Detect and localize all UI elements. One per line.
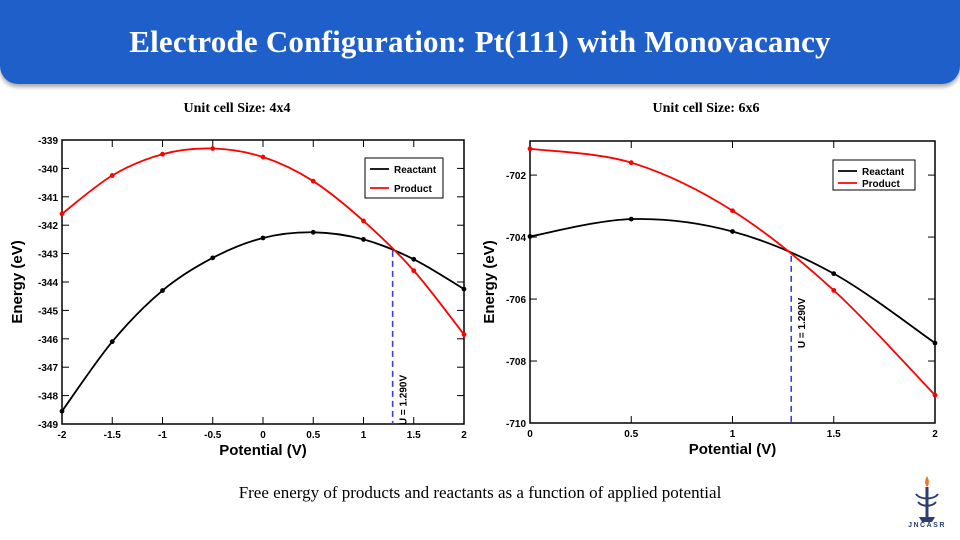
energy-chart-4x4: -2 -1.5 -1 -0.5 0 0.5 1 1.5 2 -349 -348 -347 -346 -34… bbox=[9, 136, 467, 459]
y-tick-label: -345 bbox=[38, 306, 58, 317]
reactant-point bbox=[160, 288, 165, 293]
x-tick-label: -1 bbox=[158, 430, 167, 441]
y-tick-label: -340 bbox=[38, 164, 58, 175]
y-axis-label: Energy (eV) bbox=[481, 240, 498, 323]
product-point bbox=[109, 173, 115, 178]
chart-title-4x4: Unit cell Size: 4x4 bbox=[183, 101, 291, 116]
reactant-point bbox=[527, 234, 533, 239]
y-tick-label: -344 bbox=[38, 278, 58, 289]
product-point bbox=[527, 146, 533, 152]
product-point bbox=[210, 146, 216, 151]
reactant-point bbox=[628, 216, 634, 222]
title-banner: Electrode Configuration: Pt(111) with Mo… bbox=[0, 0, 960, 84]
x-tick-label: 1 bbox=[361, 430, 367, 441]
x-tick-label: 0 bbox=[527, 429, 533, 440]
x-tick-label: 1 bbox=[730, 429, 736, 440]
product-point bbox=[831, 287, 837, 293]
y-tick-label: -710 bbox=[506, 419, 526, 430]
reactant-point bbox=[932, 340, 938, 346]
legend-label-product: Product bbox=[862, 179, 900, 190]
reactant-point bbox=[361, 237, 366, 242]
slide-caption: Free energy of products and reactants as… bbox=[238, 483, 722, 502]
product-point bbox=[310, 178, 316, 184]
reactant-point bbox=[109, 339, 115, 345]
y-tick-label: -339 bbox=[38, 136, 58, 147]
y-tick-label: -706 bbox=[506, 295, 526, 306]
reactant-point bbox=[310, 229, 316, 235]
x-tick-label: -0.5 bbox=[204, 430, 222, 441]
y-tick-label: -704 bbox=[506, 233, 526, 244]
x-tick-label: 1.5 bbox=[407, 430, 421, 441]
legend-box bbox=[832, 159, 916, 191]
y-tick-label: -347 bbox=[38, 363, 58, 374]
x-tick-label: 0 bbox=[260, 430, 266, 441]
product-point bbox=[461, 332, 467, 337]
x-tick-label: 0.5 bbox=[306, 430, 320, 441]
y-tick-label: -708 bbox=[506, 357, 526, 368]
legend-box bbox=[364, 157, 444, 199]
slide-title: Electrode Configuration: Pt(111) with Mo… bbox=[129, 24, 831, 59]
y-axis-label: Energy (eV) bbox=[9, 240, 26, 323]
product-point bbox=[260, 154, 266, 160]
y-tick-label: -348 bbox=[38, 392, 58, 403]
x-tick-label: 1.5 bbox=[827, 429, 841, 440]
product-point bbox=[932, 392, 938, 398]
y-tick-label: -349 bbox=[38, 420, 58, 431]
potential-marker-label: U = 1.290V bbox=[797, 298, 808, 349]
x-tick-label: -2 bbox=[58, 430, 67, 441]
product-point bbox=[411, 268, 417, 274]
x-axis-label: Potential (V) bbox=[689, 441, 777, 458]
legend-label-product: Product bbox=[394, 184, 432, 195]
reactant-point bbox=[210, 255, 216, 261]
x-tick-label: 2 bbox=[461, 430, 467, 441]
reactant-point bbox=[831, 271, 837, 277]
reactant-point bbox=[461, 286, 467, 292]
x-tick-label: -1.5 bbox=[104, 430, 122, 441]
energy-chart-6x6: 0 0.5 1 1.5 2 -710 -708 -706 -704 -702 Potential (… bbox=[481, 140, 938, 458]
reactant-point bbox=[260, 235, 266, 241]
y-tick-label: -346 bbox=[38, 335, 58, 346]
jncasr-logo-icon bbox=[915, 476, 939, 522]
logo-text: JNCASR bbox=[908, 522, 946, 529]
legend-label-reactant: Reactant bbox=[394, 165, 437, 176]
reactant-point bbox=[59, 408, 65, 414]
x-tick-label: 0.5 bbox=[624, 429, 638, 440]
y-tick-label: -702 bbox=[506, 171, 526, 182]
product-line bbox=[61, 147, 465, 336]
reactant-point bbox=[730, 229, 735, 234]
y-tick-label: -343 bbox=[38, 250, 58, 261]
product-point bbox=[628, 160, 634, 166]
y-tick-label: -341 bbox=[38, 193, 58, 204]
x-axis-label: Potential (V) bbox=[219, 442, 307, 459]
product-point bbox=[730, 208, 735, 214]
chart-title-6x6: Unit cell Size: 6x6 bbox=[652, 101, 760, 116]
x-tick-label: 2 bbox=[932, 429, 938, 440]
product-point bbox=[59, 211, 65, 217]
product-line bbox=[529, 147, 936, 396]
product-point bbox=[361, 218, 366, 224]
product-point bbox=[160, 151, 165, 157]
legend-label-reactant: Reactant bbox=[862, 167, 905, 178]
potential-marker-label: U = 1.290V bbox=[399, 375, 410, 426]
y-tick-label: -342 bbox=[38, 221, 58, 232]
reactant-point bbox=[411, 256, 417, 262]
